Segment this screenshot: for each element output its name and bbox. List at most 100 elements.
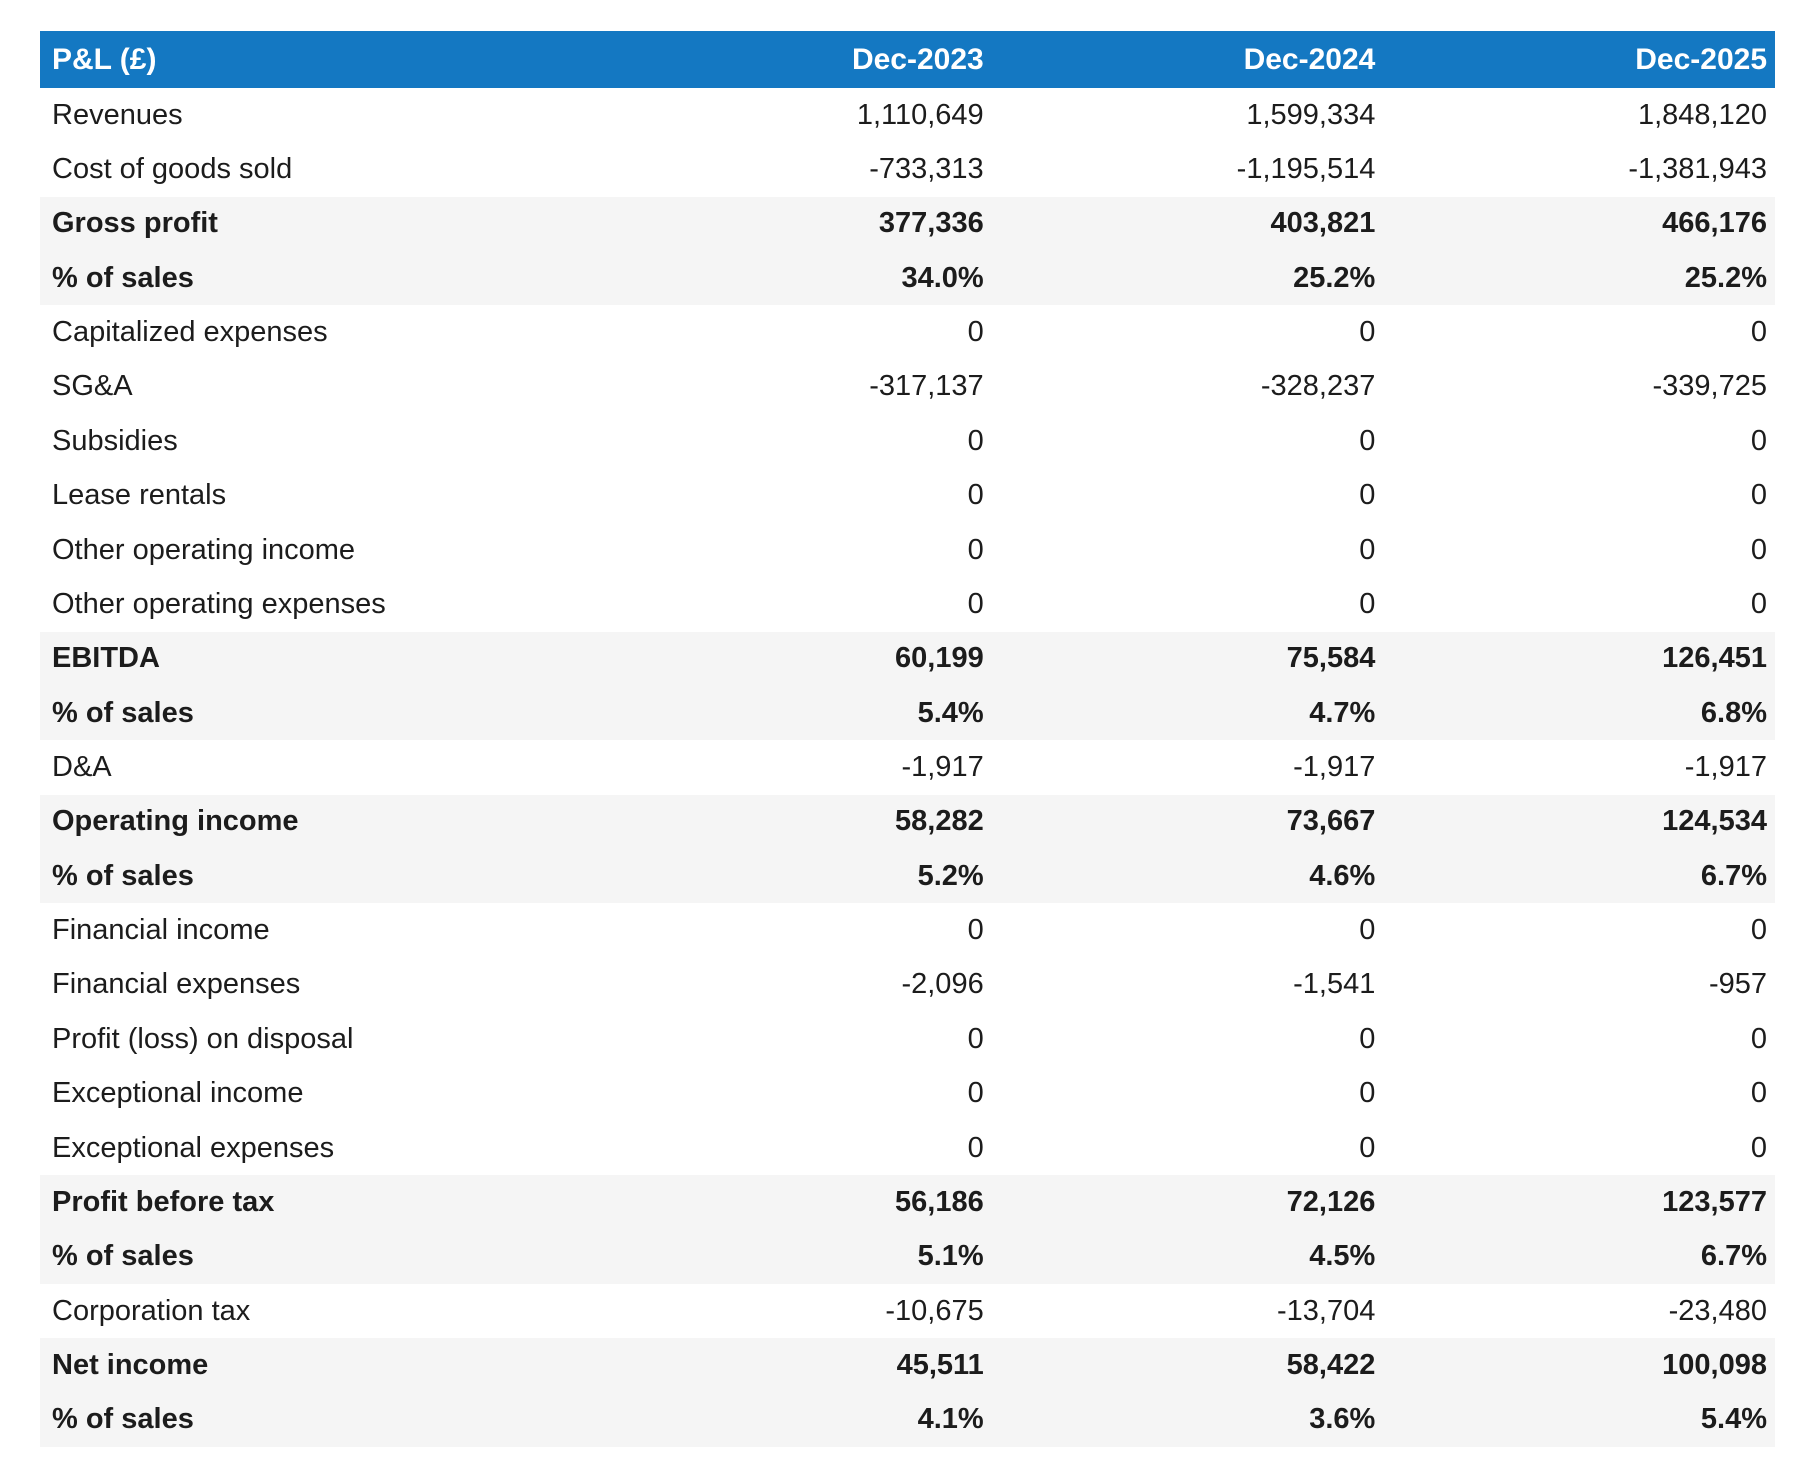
table-row: Profit (loss) on disposal 0 0 0 (40, 1012, 1775, 1066)
cell-value: 0 (1359, 1022, 1376, 1055)
cell-value: 34.0% (600, 251, 992, 306)
table-title: P&L (£) (40, 31, 601, 88)
cell-value: 5.4% (600, 685, 992, 741)
row-label: % of sales (40, 849, 601, 904)
row-label: Corporation tax (52, 1294, 251, 1327)
row-label: Net income (40, 1338, 601, 1393)
cell-value: 1,110,649 (856, 98, 984, 131)
cell-value: 0 (1359, 479, 1376, 512)
cell-value: 1,848,120 (1637, 98, 1767, 131)
table-row: % of sales 5.1% 4.5% 6.7% (40, 1229, 1775, 1284)
table-row: Operating income 58,282 73,667 124,534 (40, 794, 1775, 850)
cell-value: 60,199 (600, 631, 992, 686)
cell-value: 126,451 (1383, 631, 1775, 686)
cell-value: 58,422 (991, 1338, 1384, 1393)
row-label: % of sales (40, 1229, 601, 1284)
table-row: % of sales 4.1% 3.6% 5.4% (40, 1392, 1775, 1447)
cell-value: 4.7% (991, 685, 1384, 741)
cell-value: 0 (967, 533, 984, 566)
row-label: Exceptional income (52, 1077, 304, 1110)
row-label: Gross profit (40, 196, 601, 252)
pnl-table: P&L (£) Dec-2023 Dec-2024 Dec-2025 Reven… (40, 31, 1775, 1447)
cell-value: 3.6% (991, 1392, 1384, 1447)
cell-value: 5.4% (1383, 1392, 1775, 1447)
cell-value: 45,511 (600, 1338, 992, 1393)
cell-value: 124,534 (1383, 794, 1775, 850)
row-label: Operating income (40, 794, 601, 850)
cell-value: 0 (1359, 1077, 1376, 1110)
row-label: Revenues (52, 98, 183, 131)
cell-value: -2,096 (901, 968, 984, 1001)
table-row: % of sales 34.0% 25.2% 25.2% (40, 251, 1775, 306)
cell-value: 6.7% (1383, 849, 1775, 904)
row-label: % of sales (40, 251, 601, 306)
row-label: Subsidies (52, 424, 178, 457)
cell-value: -1,541 (1293, 968, 1376, 1001)
cell-value: 0 (1750, 479, 1767, 512)
table-body: Revenues 1,110,649 1,599,334 1,848,120 Cost … (40, 88, 1775, 1447)
table-header: P&L (£) Dec-2023 Dec-2024 Dec-2025 (40, 31, 1775, 88)
row-label: D&A (52, 750, 112, 783)
cell-value: 4.5% (991, 1229, 1384, 1284)
cell-value: 56,186 (600, 1175, 992, 1230)
column-header-dec-2024: Dec-2024 (991, 31, 1384, 88)
row-label: Lease rentals (52, 479, 227, 512)
table-row: Other operating income 0 0 0 (40, 523, 1775, 577)
row-label: Profit (loss) on disposal (52, 1022, 354, 1055)
table-row: Corporation tax -10,675 -13,704 -23,480 (40, 1284, 1775, 1338)
cell-value: -1,917 (901, 750, 984, 783)
cell-value: 72,126 (991, 1175, 1384, 1230)
table-row: Financial expenses -2,096 -1,541 -957 (40, 958, 1775, 1012)
cell-value: 25.2% (991, 251, 1384, 306)
cell-value: 0 (967, 1131, 984, 1164)
table-row: Other operating expenses 0 0 0 (40, 577, 1775, 631)
cell-value: -733,313 (869, 153, 984, 186)
pnl-table-container: P&L (£) Dec-2023 Dec-2024 Dec-2025 Reven… (40, 31, 1775, 1447)
cell-value: 403,821 (991, 196, 1384, 252)
cell-value: 0 (1750, 424, 1767, 457)
cell-value: -1,917 (1684, 750, 1767, 783)
row-label: Capitalized expenses (52, 316, 328, 349)
table-row: % of sales 5.2% 4.6% 6.7% (40, 849, 1775, 904)
cell-value: 0 (967, 1022, 984, 1055)
cell-value: 0 (1750, 914, 1767, 947)
cell-value: 0 (1750, 1077, 1767, 1110)
cell-value: 0 (1359, 1131, 1376, 1164)
cell-value: 0 (967, 587, 984, 620)
cell-value: -23,480 (1668, 1294, 1767, 1327)
cell-value: 0 (1750, 587, 1767, 620)
table-row: EBITDA 60,199 75,584 126,451 (40, 631, 1775, 686)
cell-value: 377,336 (600, 196, 992, 252)
cell-value: 0 (1359, 914, 1376, 947)
table-row: Capitalized expenses 0 0 0 (40, 305, 1775, 359)
table-row: Cost of goods sold -733,313 -1,195,514 -1,3… (40, 142, 1775, 196)
table-row: Subsidies 0 0 0 (40, 414, 1775, 468)
cell-value: 0 (1359, 587, 1376, 620)
cell-value: -13,704 (1276, 1294, 1376, 1327)
column-header-dec-2023: Dec-2023 (600, 31, 992, 88)
cell-value: 466,176 (1383, 196, 1775, 252)
table-row: D&A -1,917 -1,917 -1,917 (40, 740, 1775, 794)
cell-value: 0 (1750, 1022, 1767, 1055)
cell-value: 0 (1359, 424, 1376, 457)
row-label: % of sales (40, 1392, 601, 1447)
table-row: Gross profit 377,336 403,821 466,176 (40, 196, 1775, 252)
cell-value: 0 (967, 424, 984, 457)
cell-value: 6.8% (1383, 685, 1775, 741)
cell-value: -339,725 (1652, 370, 1768, 403)
cell-value: 0 (1359, 316, 1376, 349)
row-label: Cost of goods sold (52, 153, 293, 186)
row-label: Financial expenses (52, 968, 301, 1001)
row-label: Profit before tax (40, 1175, 601, 1230)
cell-value: 0 (1750, 1131, 1767, 1164)
cell-value: 6.7% (1383, 1229, 1775, 1284)
table-row: SG&A -317,137 -328,237 -339,725 (40, 360, 1775, 414)
cell-value: 0 (967, 1077, 984, 1110)
table-row: % of sales 5.4% 4.7% 6.8% (40, 685, 1775, 741)
row-label: Other operating income (52, 533, 356, 566)
column-header-dec-2025: Dec-2025 (1383, 31, 1775, 88)
cell-value: 1,599,334 (1246, 98, 1376, 131)
table-row: Revenues 1,110,649 1,599,334 1,848,120 (40, 88, 1775, 142)
cell-value: -957 (1708, 968, 1767, 1001)
cell-value: 0 (967, 914, 984, 947)
